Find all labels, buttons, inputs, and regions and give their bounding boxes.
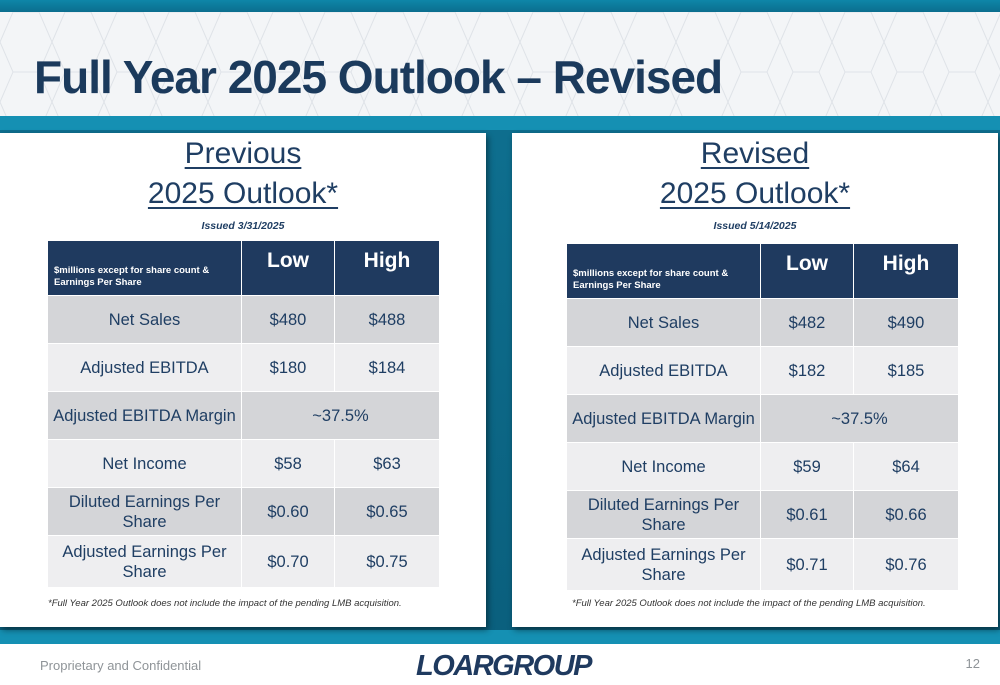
table-row: Diluted Earnings Per Share $0.61 $0.66 [566, 490, 959, 539]
row-label: Net Sales [47, 295, 242, 344]
issued-date: Issued 3/31/2025 [201, 220, 285, 232]
row-label: Adjusted EBITDA Margin [566, 394, 761, 443]
high-value: $0.66 [853, 490, 959, 539]
company-logo: LOARGROUP [416, 650, 593, 682]
table-header-row: $millions except for share count & Earni… [566, 243, 959, 299]
row-label: Net Income [566, 442, 761, 491]
table-header-row: $millions except for share count & Earni… [47, 240, 440, 296]
table-row: Adjusted EBITDA $182 $185 [566, 346, 959, 395]
footnote: *Full Year 2025 Outlook does not include… [48, 598, 402, 609]
low-value: $480 [241, 295, 335, 344]
units-note: $millions except for share count & Earni… [566, 243, 761, 299]
panel-heading-line1: Revised [700, 137, 810, 170]
row-label: Adjusted Earnings Per Share [566, 538, 761, 591]
table-row: Adjusted Earnings Per Share $0.71 $0.76 [566, 538, 959, 591]
high-value: $185 [853, 346, 959, 395]
table-row: Adjusted EBITDA Margin ~37.5% [47, 391, 440, 440]
page-number: 12 [965, 656, 980, 671]
high-value: $0.76 [853, 538, 959, 591]
table-row: Adjusted EBITDA Margin ~37.5% [566, 394, 959, 443]
top-accent-strip [0, 0, 1000, 12]
table-row: Net Sales $480 $488 [47, 295, 440, 344]
outlook-table: $millions except for share count & Earni… [47, 240, 440, 588]
high-value: $184 [334, 343, 440, 392]
low-value: $59 [760, 442, 854, 491]
table-row: Diluted Earnings Per Share $0.60 $0.65 [47, 487, 440, 536]
range-value: ~37.5% [241, 391, 440, 440]
low-value: $0.60 [241, 487, 335, 536]
page-title: Full Year 2025 Outlook – Revised [34, 51, 723, 103]
row-label: Adjusted EBITDA Margin [47, 391, 242, 440]
low-value: $0.71 [760, 538, 854, 591]
issued-date: Issued 5/14/2025 [713, 220, 797, 232]
range-value: ~37.5% [760, 394, 959, 443]
row-label: Net Income [47, 439, 242, 488]
high-value: $64 [853, 442, 959, 491]
table-row: Adjusted Earnings Per Share $0.70 $0.75 [47, 535, 440, 588]
low-value: $482 [760, 298, 854, 347]
high-value: $63 [334, 439, 440, 488]
panel-heading-line2: 2025 Outlook* [659, 177, 851, 210]
previous-outlook-panel: Previous 2025 Outlook* Issued 3/31/2025 … [0, 133, 486, 627]
table-row: Net Income $59 $64 [566, 442, 959, 491]
footnote: *Full Year 2025 Outlook does not include… [572, 598, 926, 609]
table-row: Adjusted EBITDA $180 $184 [47, 343, 440, 392]
outlook-table: $millions except for share count & Earni… [566, 243, 959, 591]
low-header: Low [241, 240, 335, 296]
table-row: Net Income $58 $63 [47, 439, 440, 488]
row-label: Adjusted Earnings Per Share [47, 535, 242, 588]
low-header: Low [760, 243, 854, 299]
row-label: Diluted Earnings Per Share [47, 487, 242, 536]
high-value: $0.65 [334, 487, 440, 536]
low-value: $0.61 [760, 490, 854, 539]
panel-heading-line2: 2025 Outlook* [147, 177, 339, 210]
high-value: $0.75 [334, 535, 440, 588]
row-label: Net Sales [566, 298, 761, 347]
high-value: $488 [334, 295, 440, 344]
units-note: $millions except for share count & Earni… [47, 240, 242, 296]
low-value: $0.70 [241, 535, 335, 588]
hexagon-pattern [0, 12, 1000, 116]
high-header: High [853, 243, 959, 299]
revised-outlook-panel: Revised 2025 Outlook* Issued 5/14/2025 $… [512, 133, 998, 627]
panel-heading-line1: Previous [184, 137, 302, 170]
row-label: Adjusted EBITDA [566, 346, 761, 395]
title-band: Full Year 2025 Outlook – Revised [0, 12, 1000, 116]
high-header: High [334, 240, 440, 296]
high-value: $490 [853, 298, 959, 347]
low-value: $58 [241, 439, 335, 488]
row-label: Adjusted EBITDA [47, 343, 242, 392]
table-row: Net Sales $482 $490 [566, 298, 959, 347]
row-label: Diluted Earnings Per Share [566, 490, 761, 539]
confidentiality-label: Proprietary and Confidential [40, 658, 202, 673]
low-value: $180 [241, 343, 335, 392]
low-value: $182 [760, 346, 854, 395]
